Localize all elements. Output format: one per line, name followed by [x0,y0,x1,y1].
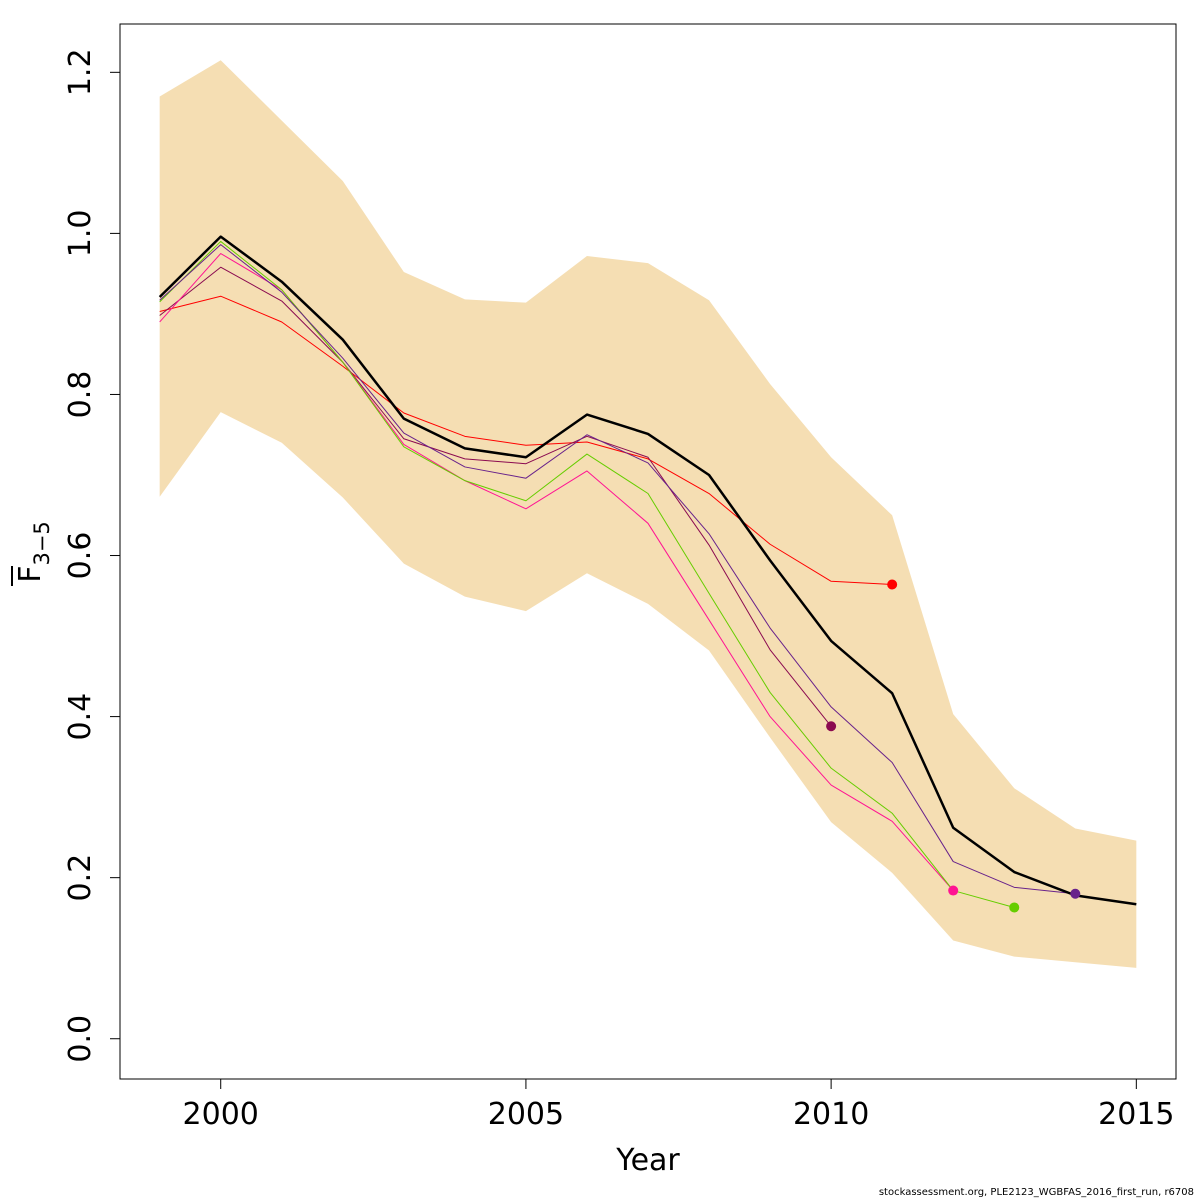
x-axis: 2000 2005 2010 2015 [183,1079,1175,1132]
svg-text:F3−5: F3−5 [13,521,54,583]
series-line-1 [159,295,893,586]
endpoint-layer [826,579,1081,913]
y-tick-label: 0.8 [63,371,98,419]
series-line-5 [159,244,1076,895]
y-tick-label: 0.2 [63,854,98,902]
y-tick-label: 1.2 [63,48,98,96]
y-tick-label: 1.0 [63,210,98,258]
x-tick-label: 2010 [793,1097,869,1132]
series-layer [158,235,1137,908]
endpoint-marker-1 [887,579,898,590]
y-tick-label: 0.0 [63,1015,98,1063]
x-axis-title: Year [615,1143,680,1178]
y-axis-title: F3−5 [11,521,54,586]
x-tick-label: 2000 [183,1097,259,1132]
y-axis-title-sub: 3−5 [30,521,54,565]
confidence-band [159,60,1137,968]
plot-frame [119,23,1177,1080]
endpoint-marker-3 [948,885,959,896]
y-tick-label: 0.6 [63,532,98,580]
x-tick-label: 2015 [1098,1097,1174,1132]
endpoint-marker-4 [1009,902,1020,913]
series-line-6 [158,235,1137,906]
footer-note: stockassessment.org, PLE2123_WGBFAS_2016… [878,1187,1194,1198]
series-line-2 [159,266,832,727]
y-axis: 0.0 0.2 0.4 0.6 0.8 1.0 1.2 [63,48,120,1063]
endpoint-marker-5 [1070,888,1081,899]
confidence-band-layer [159,60,1137,968]
y-tick-label: 0.4 [63,693,98,741]
y-axis-title-main: F [13,566,48,583]
x-tick-label: 2005 [488,1097,564,1132]
endpoint-marker-2 [826,721,837,732]
